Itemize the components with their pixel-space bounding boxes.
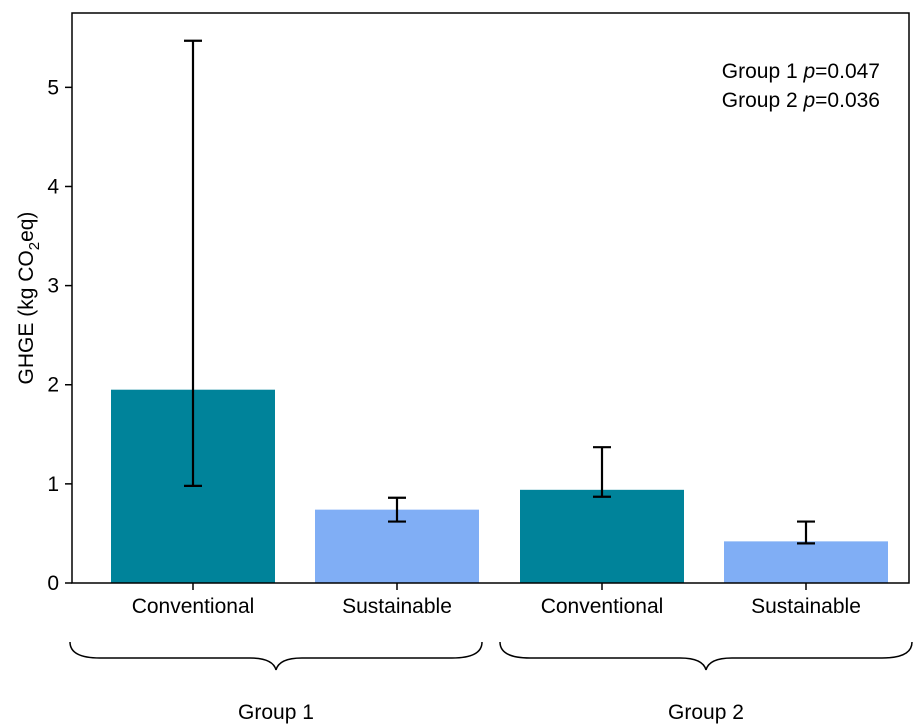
group-1-brace	[69, 641, 483, 671]
annotation-group-2-prefix: Group 2	[722, 89, 804, 112]
annotation-group-2-value: =0.036	[815, 89, 880, 112]
annotation-group-2: Group 2 p=0.036	[722, 89, 880, 112]
annotation-group-1-value: =0.047	[815, 60, 880, 83]
annotation-group-1: Group 1 p=0.047	[722, 60, 880, 83]
bar-3	[520, 489, 684, 583]
x-tick-label: Conventional	[541, 595, 664, 618]
y-axis-label: GHGE (kg CO2eq)	[15, 212, 43, 385]
x-axis: Conventional Sustainable Conventional Susta…	[132, 583, 861, 618]
bar-4	[724, 541, 888, 583]
plot-frame	[71, 12, 910, 584]
y-tick-label: 0	[47, 572, 59, 595]
y-tick-label: 3	[47, 275, 59, 298]
x-tick-label: Conventional	[132, 595, 255, 618]
y-axis: 0 1 2 3 4 5	[47, 76, 72, 595]
x-tick-label: Sustainable	[751, 595, 861, 618]
y-axis-label-prefix: GHGE (kg CO	[15, 250, 38, 384]
group-2-label: Group 2	[668, 701, 744, 724]
group-2-brace	[499, 641, 913, 671]
x-tick-label: Sustainable	[342, 595, 452, 618]
error-bar-3	[593, 446, 611, 498]
annotation-group-1-italic: p	[802, 60, 815, 83]
y-axis-label-suffix: eq)	[15, 212, 38, 242]
annotation-group-2-italic: p	[802, 89, 815, 112]
bars-layer	[111, 389, 888, 583]
error-bar-4	[797, 520, 815, 545]
y-tick-label: 1	[47, 473, 59, 496]
error-bar-1	[184, 39, 202, 487]
group-1-label: Group 1	[238, 701, 314, 724]
y-tick-label: 2	[47, 374, 59, 397]
error-bars-layer	[184, 39, 815, 545]
error-bar-2	[388, 496, 406, 523]
y-tick-label: 4	[47, 175, 59, 198]
y-tick-label: 5	[47, 76, 59, 99]
y-axis-label-subscript: 2	[26, 242, 43, 250]
annotation-group-1-prefix: Group 1	[722, 60, 804, 83]
